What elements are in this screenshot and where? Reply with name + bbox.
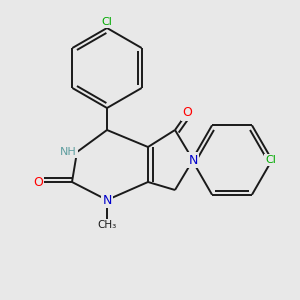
Text: O: O: [33, 176, 43, 188]
Text: O: O: [182, 106, 192, 119]
Text: NH: NH: [60, 147, 77, 157]
Text: Cl: Cl: [266, 155, 276, 165]
Text: N: N: [102, 194, 112, 206]
Text: Cl: Cl: [102, 17, 112, 27]
Text: CH₃: CH₃: [98, 220, 117, 230]
Text: N: N: [188, 154, 198, 166]
